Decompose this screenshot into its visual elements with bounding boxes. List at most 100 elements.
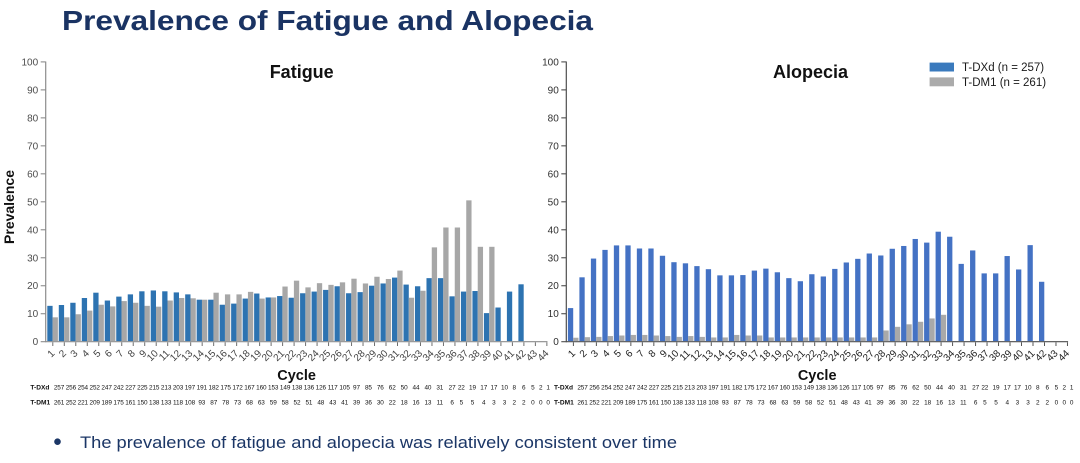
svg-text:254: 254 [601,385,612,392]
svg-text:5: 5 [983,400,987,407]
svg-text:149: 149 [280,385,291,392]
svg-text:Cycle: Cycle [798,368,837,384]
svg-text:17: 17 [480,385,487,392]
svg-text:22: 22 [912,400,919,407]
svg-text:182: 182 [732,385,743,392]
svg-text:0: 0 [1062,400,1066,407]
svg-text:T-DXd: T-DXd [554,385,573,392]
svg-text:126: 126 [839,385,850,392]
svg-text:The prevalence of fatigue and: The prevalence of fatigue and alopecia w… [80,434,677,452]
svg-text:8: 8 [512,385,516,392]
svg-text:1: 1 [1070,385,1074,392]
svg-text:227: 227 [125,385,136,392]
svg-text:136: 136 [304,385,315,392]
svg-text:118: 118 [697,400,707,407]
svg-text:191: 191 [720,385,731,392]
svg-text:52: 52 [817,400,824,407]
svg-text:97: 97 [877,385,884,392]
svg-text:17: 17 [1014,385,1021,392]
svg-text:242: 242 [113,385,124,392]
svg-text:39: 39 [877,400,884,407]
svg-text:108: 108 [185,400,196,407]
svg-text:225: 225 [661,385,672,392]
svg-text:209: 209 [613,400,624,407]
svg-text:150: 150 [661,400,672,407]
svg-text:197: 197 [185,385,196,392]
svg-text:4: 4 [482,400,486,407]
svg-text:58: 58 [282,400,289,407]
svg-text:261: 261 [577,400,588,407]
svg-text:203: 203 [173,385,184,392]
svg-text:19: 19 [993,385,1000,392]
svg-text:Fatigue: Fatigue [270,62,334,82]
svg-text:93: 93 [198,400,205,407]
svg-text:138: 138 [673,400,684,407]
svg-text:44: 44 [936,385,943,392]
svg-text:2: 2 [1062,385,1066,392]
svg-text:60: 60 [27,169,39,180]
svg-text:41: 41 [341,400,348,407]
svg-text:Prevalence: Prevalence [1,170,17,244]
svg-text:30: 30 [548,253,560,264]
svg-text:63: 63 [258,400,265,407]
svg-text:70: 70 [27,141,39,152]
svg-text:22: 22 [389,400,396,407]
svg-text:138: 138 [149,400,160,407]
svg-text:Cycle: Cycle [277,368,316,384]
svg-text:182: 182 [209,385,220,392]
svg-text:18: 18 [924,400,931,407]
svg-text:30: 30 [900,400,907,407]
svg-text:5: 5 [1055,385,1059,392]
svg-text:252: 252 [90,385,101,392]
svg-text:0: 0 [33,337,39,348]
svg-text:78: 78 [222,400,229,407]
svg-text:0: 0 [539,400,543,407]
svg-text:6: 6 [1045,385,1049,392]
svg-text:6: 6 [522,385,526,392]
svg-text:161: 161 [649,400,660,407]
svg-text:48: 48 [317,400,324,407]
svg-text:41: 41 [865,400,872,407]
svg-text:252: 252 [66,400,77,407]
svg-text:8: 8 [1036,385,1040,392]
svg-text:215: 215 [149,385,160,392]
svg-text:3: 3 [1016,400,1020,407]
svg-text:2: 2 [539,385,543,392]
svg-text:T-DM1: T-DM1 [554,400,574,407]
svg-text:30: 30 [377,400,384,407]
svg-text:51: 51 [305,400,312,407]
svg-text:50: 50 [27,197,39,208]
svg-text:68: 68 [769,400,776,407]
svg-text:191: 191 [197,385,208,392]
svg-text:257: 257 [54,385,65,392]
svg-text:133: 133 [684,400,695,407]
svg-text:90: 90 [27,85,39,96]
svg-text:172: 172 [232,385,243,392]
svg-text:138: 138 [292,385,303,392]
svg-text:256: 256 [589,385,600,392]
svg-text:73: 73 [758,400,765,407]
svg-text:73: 73 [234,400,241,407]
svg-text:63: 63 [781,400,788,407]
svg-text:2: 2 [1045,400,1049,407]
svg-text:209: 209 [90,400,101,407]
svg-text:68: 68 [246,400,253,407]
svg-text:30: 30 [27,253,39,264]
svg-text:261: 261 [54,400,65,407]
svg-text:93: 93 [722,400,729,407]
svg-text:225: 225 [137,385,148,392]
svg-text:62: 62 [912,385,919,392]
svg-text:5: 5 [471,400,475,407]
svg-text:5: 5 [460,400,464,407]
svg-text:5: 5 [531,385,535,392]
svg-text:0: 0 [531,400,535,407]
svg-text:2: 2 [512,400,516,407]
svg-text:87: 87 [210,400,217,407]
svg-text:22: 22 [981,385,988,392]
svg-text:3: 3 [503,400,507,407]
svg-text:85: 85 [365,385,372,392]
svg-text:90: 90 [548,85,560,96]
svg-text:31: 31 [960,385,967,392]
svg-text:70: 70 [548,141,560,152]
svg-text:40: 40 [27,225,39,236]
